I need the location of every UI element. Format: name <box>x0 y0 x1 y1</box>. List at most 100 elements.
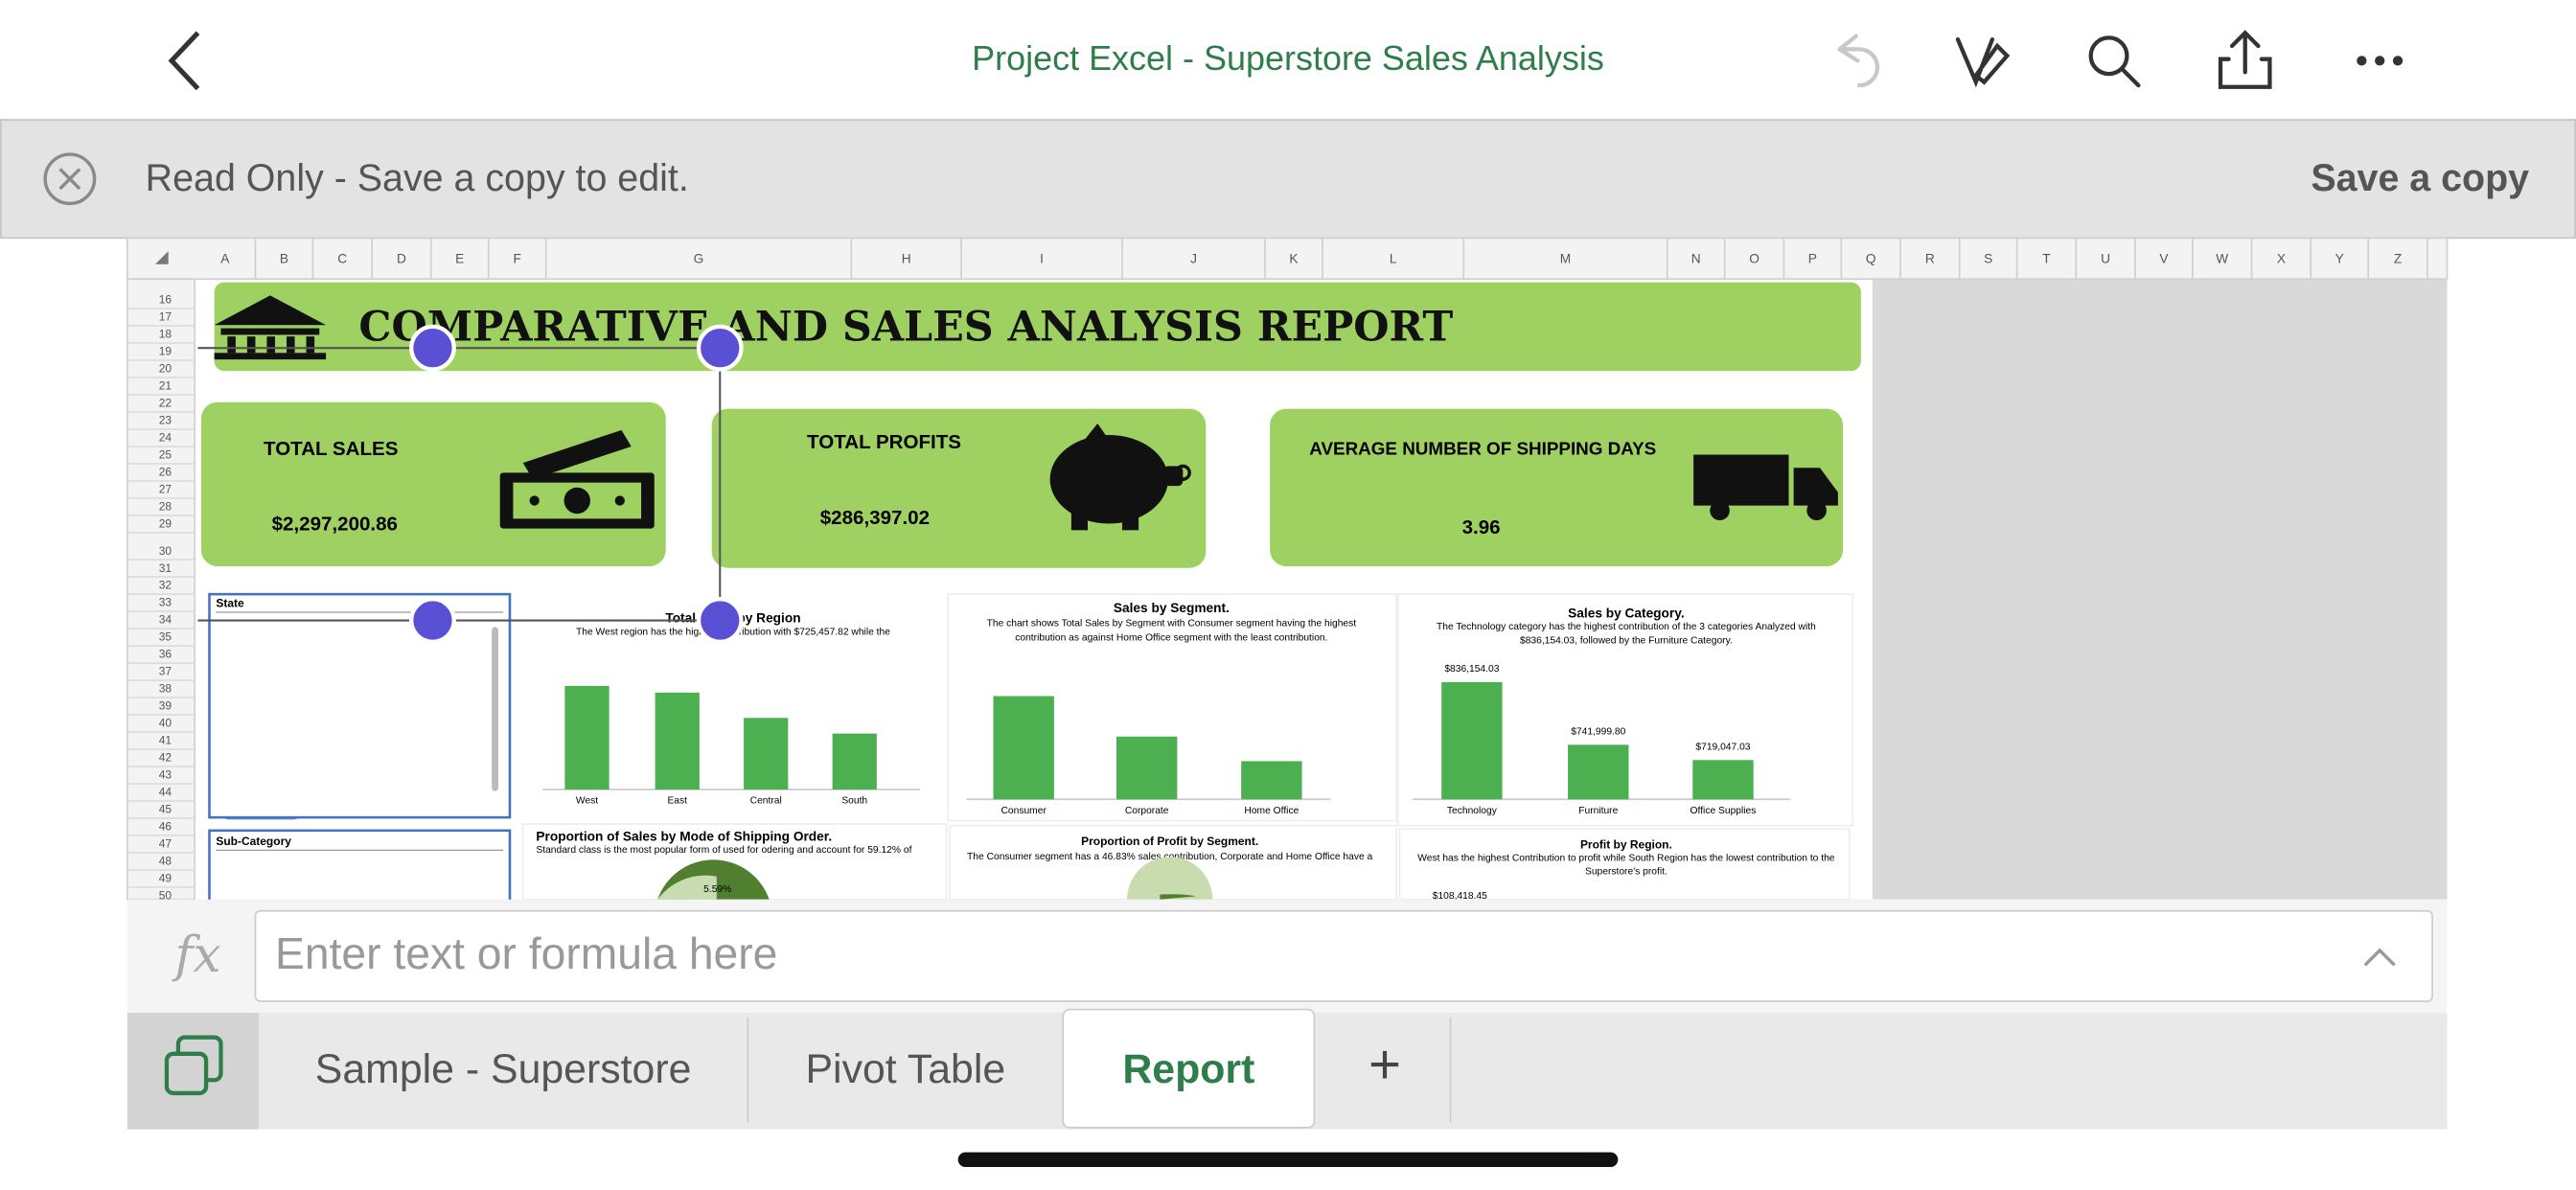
x-tick-label: Technology <box>1447 806 1498 816</box>
search-button[interactable] <box>2088 35 2129 77</box>
column-header: N <box>1691 251 1701 265</box>
kpi-label: AVERAGE NUMBER OF SHIPPING DAYS <box>1309 438 1656 458</box>
share-button[interactable] <box>2218 30 2272 89</box>
row-header: 20 <box>159 362 172 376</box>
x-tick-label: Furniture <box>1578 806 1618 816</box>
column-header: J <box>1190 251 1197 265</box>
chart-subtitle: The Technology category has the highest … <box>1437 622 1816 632</box>
row-header-bar <box>126 278 196 901</box>
axis-label: $108,418.45 <box>1433 891 1487 902</box>
column-header: Q <box>1866 251 1876 265</box>
chart-title: Sales by Category. <box>1568 606 1684 620</box>
formula-input[interactable] <box>254 909 2433 1002</box>
column-header: D <box>397 251 406 265</box>
row-header: 46 <box>159 820 172 834</box>
draw-button[interactable] <box>1955 36 2011 88</box>
bar <box>993 696 1054 800</box>
selection-handle[interactable] <box>409 324 456 372</box>
notice-bar <box>0 119 2576 240</box>
data-label: $836,154.03 <box>1444 664 1499 675</box>
row-header: 25 <box>159 448 172 462</box>
row-header: 41 <box>159 734 172 747</box>
column-header: W <box>2216 251 2228 265</box>
more-button[interactable] <box>2357 56 2404 66</box>
panel-text: Standard class is the most popular form … <box>536 845 911 856</box>
close-notice[interactable] <box>43 152 97 206</box>
pie-label: 5.59% <box>703 884 731 895</box>
kpi-label: TOTAL SALES <box>264 438 398 460</box>
fx-icon: fx <box>171 927 220 984</box>
row-header: 18 <box>159 328 172 341</box>
chart-subtitle: contribution as against Home Office segm… <box>1015 632 1327 643</box>
panel-title: Proportion of Sales by Mode of Shipping … <box>536 829 832 843</box>
pie-slice <box>1160 894 1197 900</box>
column-header-bar <box>126 237 2449 281</box>
row-header: 42 <box>159 751 172 765</box>
column-header: E <box>455 251 464 265</box>
active-tab[interactable] <box>1062 1008 1316 1129</box>
column-header: M <box>1560 251 1571 265</box>
x-tick-label: Office Supplies <box>1690 806 1757 816</box>
column-header: L <box>1390 251 1397 265</box>
formula-placeholder: Enter text or formula here <box>275 928 777 978</box>
chart-title: Sales by Segment. <box>1114 601 1230 615</box>
bar <box>1241 761 1302 800</box>
state-slicer <box>208 592 512 819</box>
panel-text: West has the highest Contribution to pro… <box>1417 854 1835 864</box>
document-title: Project Excel - Superstore Sales Analysi… <box>972 38 1604 78</box>
home-indicator <box>957 1152 1619 1168</box>
row-header: 45 <box>159 803 172 816</box>
kpi-label: TOTAL PROFITS <box>807 431 961 453</box>
x-tick-label: Corporate <box>1125 806 1169 816</box>
row-header: 27 <box>159 483 172 496</box>
selection-handle[interactable] <box>696 597 744 644</box>
select-all[interactable] <box>154 251 169 264</box>
chart-subtitle: $836,154.03, followed by the Furniture C… <box>1520 636 1733 647</box>
row-header: 16 <box>159 293 172 307</box>
back-button[interactable] <box>168 31 200 91</box>
bar <box>1116 736 1178 800</box>
sheets-icon <box>164 1051 209 1096</box>
row-header: 50 <box>159 889 172 903</box>
slicer-title: State <box>216 597 244 610</box>
selection-outline <box>197 347 722 622</box>
save-copy-button[interactable]: Save a copy <box>2311 157 2529 199</box>
search-handle <box>2120 66 2141 88</box>
data-label: $741,999.80 <box>1571 726 1625 737</box>
column-header: I <box>1040 251 1044 265</box>
selection-handle[interactable] <box>409 597 456 644</box>
expand-button[interactable] <box>2363 948 2396 967</box>
add-sheet-button[interactable]: + <box>1368 1034 1401 1096</box>
column-header: G <box>694 251 704 265</box>
column-header: V <box>2159 251 2169 265</box>
row-header: 24 <box>159 431 172 445</box>
row-header: 35 <box>159 630 172 644</box>
kpi-value: $286,397.02 <box>820 507 930 529</box>
column-header: T <box>2042 251 2051 265</box>
truck-icon <box>1693 454 1838 521</box>
x-tick-label: Home Office <box>1244 806 1299 816</box>
notice-message: Read Only - Save a copy to edit. <box>146 157 689 199</box>
selection-handle[interactable] <box>696 324 744 372</box>
row-header: 39 <box>159 699 172 713</box>
row-header: 33 <box>159 596 172 609</box>
undo-button[interactable] <box>1837 34 1880 88</box>
row-header: 31 <box>159 561 172 575</box>
x-tick-label: Consumer <box>1001 806 1047 816</box>
sheets-button[interactable] <box>126 1012 259 1130</box>
sheet-tab[interactable]: Report <box>1122 1046 1254 1092</box>
sheet-tab[interactable]: Sample - Superstore <box>315 1046 692 1092</box>
bar <box>1441 681 1503 800</box>
sheets-icon <box>175 1035 223 1083</box>
slicer-scrollbar[interactable] <box>492 627 498 791</box>
column-header: Y <box>2335 251 2344 265</box>
x-tick-label: West <box>576 796 598 807</box>
kpi-value: $2,297,200.86 <box>272 514 398 536</box>
row-header: 17 <box>159 310 172 324</box>
column-header: F <box>514 251 521 265</box>
column-header: Z <box>2394 251 2402 265</box>
row-header: 43 <box>159 768 172 782</box>
row-header: 36 <box>159 648 172 661</box>
sheet-tab[interactable]: Pivot Table <box>806 1046 1006 1092</box>
